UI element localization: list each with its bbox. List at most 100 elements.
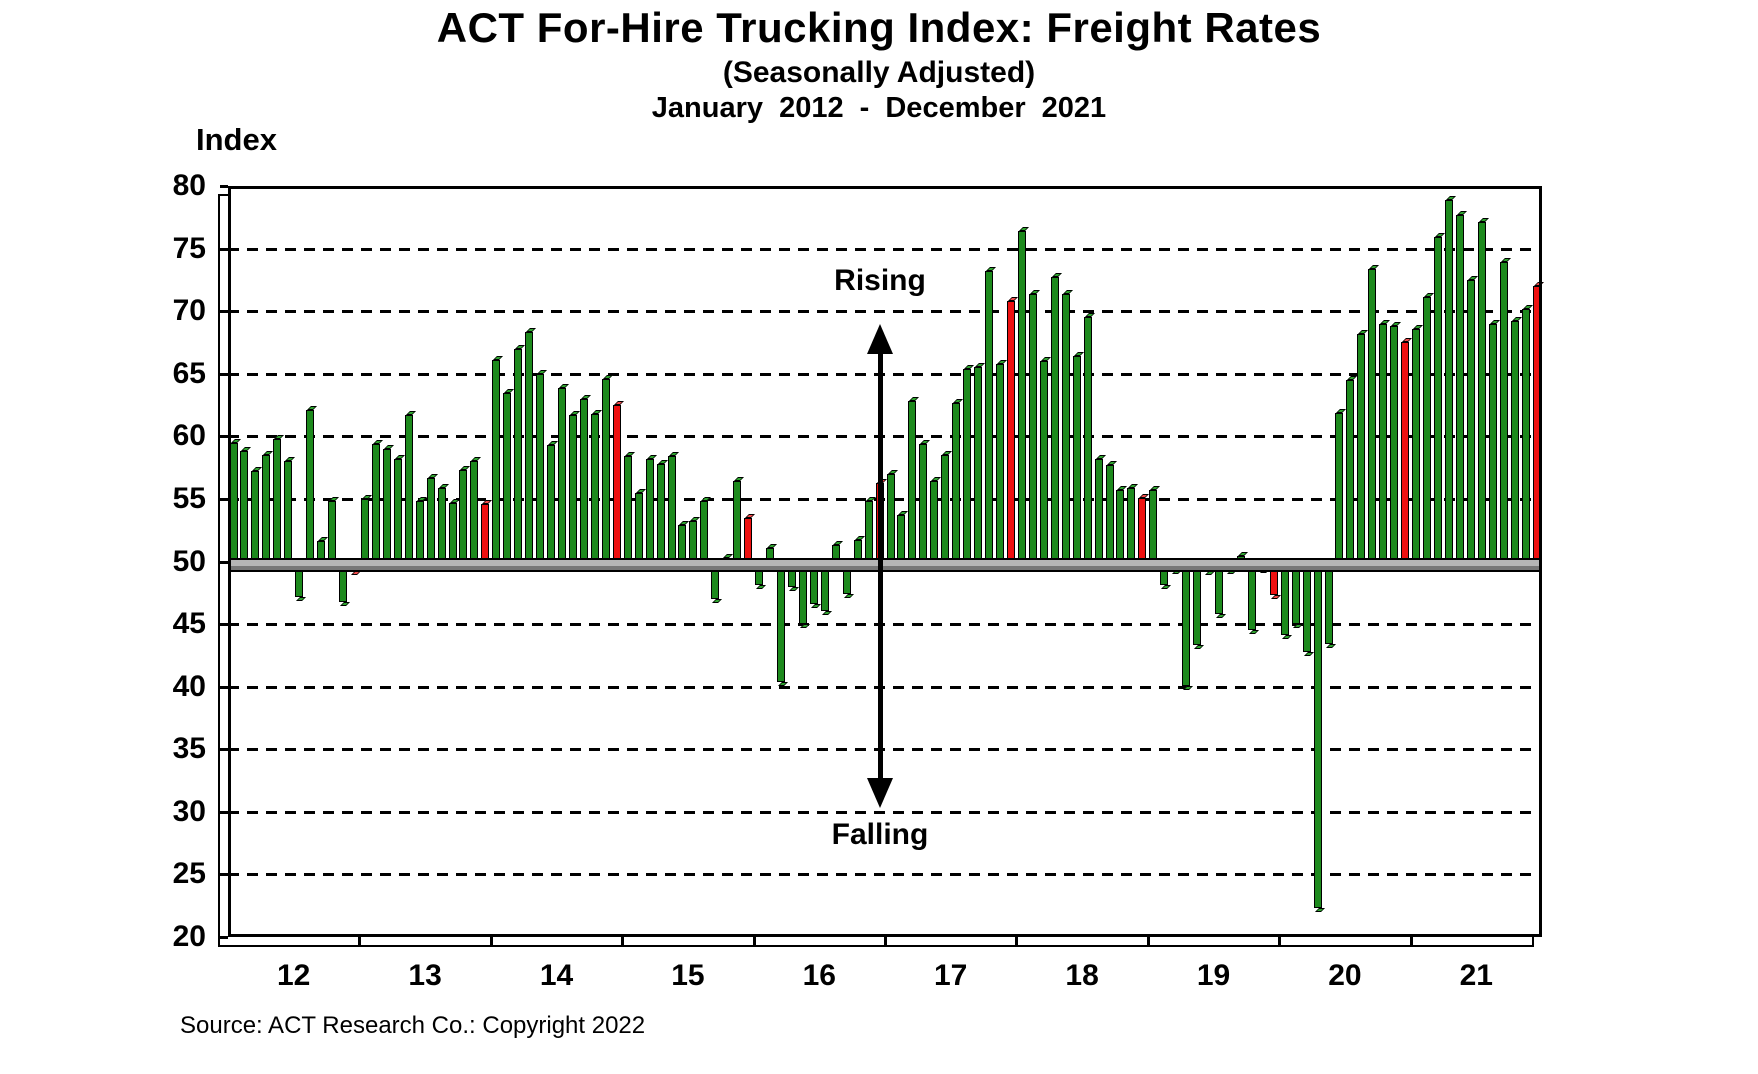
x-tick-7 bbox=[1146, 937, 1150, 945]
bar-2020-03 bbox=[1302, 563, 1314, 657]
y-tick-45 bbox=[220, 623, 228, 627]
bar-top-face bbox=[1500, 258, 1511, 263]
bar-2017-01 bbox=[886, 469, 898, 562]
bar-top-face bbox=[1467, 275, 1478, 280]
y-tick-65 bbox=[220, 372, 228, 376]
arrow-head-down-icon bbox=[867, 778, 893, 808]
bar-2016-11 bbox=[864, 497, 876, 562]
bar-2018-10 bbox=[1116, 486, 1128, 562]
bar-2012-03 bbox=[251, 467, 263, 562]
bar-top-face bbox=[1084, 313, 1095, 318]
bar-top-face bbox=[1095, 454, 1106, 459]
x-tick-2 bbox=[489, 937, 493, 945]
y-tick-label-70: 70 bbox=[172, 294, 206, 328]
bar-top-face bbox=[1402, 338, 1413, 343]
bar-top-face bbox=[230, 438, 241, 443]
bar-2017-12-red bbox=[1006, 297, 1018, 562]
bar-top-face bbox=[986, 267, 997, 272]
gridline-40 bbox=[228, 685, 1542, 689]
bar-top-face bbox=[1018, 227, 1029, 232]
bar-2013-04 bbox=[393, 454, 405, 562]
bar-2015-07 bbox=[689, 517, 701, 562]
bar-top-face bbox=[1369, 264, 1380, 269]
y-tick-80 bbox=[220, 185, 228, 188]
y-axis-title: Index bbox=[196, 122, 277, 157]
x-tick-label-16: 16 bbox=[802, 959, 836, 992]
bar-2020-06 bbox=[1335, 408, 1347, 562]
bar-2012-06 bbox=[284, 457, 296, 562]
bar-2015-06 bbox=[678, 521, 690, 562]
bar-2013-06 bbox=[415, 497, 427, 562]
bar-2020-10 bbox=[1379, 319, 1391, 562]
bar-2015-04 bbox=[656, 459, 668, 562]
bar-top-face bbox=[1106, 461, 1117, 466]
bar-top-face bbox=[1117, 486, 1128, 491]
bar-2013-02 bbox=[371, 439, 383, 562]
bar-2018-06 bbox=[1072, 352, 1084, 562]
bar-top-face bbox=[1270, 594, 1281, 599]
x-tick-label-15: 15 bbox=[671, 959, 705, 992]
chart-date-range: January 2012 - December 2021 bbox=[651, 92, 1107, 124]
bar-2012-04 bbox=[262, 451, 274, 562]
bar-2018-02 bbox=[1028, 289, 1040, 562]
x-tick-label-17: 17 bbox=[934, 959, 968, 992]
y-tick-label-80: 80 bbox=[172, 169, 206, 202]
x-tick-6 bbox=[1015, 937, 1019, 945]
bar-2021-03 bbox=[1434, 233, 1445, 562]
bar-2021-08 bbox=[1488, 319, 1500, 562]
x-tick-5 bbox=[884, 937, 887, 945]
x-tick-label-14: 14 bbox=[539, 959, 574, 992]
bar-top-face bbox=[1303, 652, 1314, 657]
bar-2014-12-red bbox=[612, 401, 624, 562]
bar-top-face bbox=[942, 451, 953, 456]
bar-top-face bbox=[1128, 483, 1139, 488]
bar-2017-10 bbox=[985, 267, 997, 562]
bar-top-face bbox=[1248, 629, 1259, 634]
bar-top-face bbox=[1456, 210, 1467, 215]
bar-top-face bbox=[613, 401, 624, 406]
gridline-55 bbox=[228, 497, 1542, 501]
baseline-floor-50 bbox=[228, 557, 1542, 572]
bar-top-face bbox=[756, 584, 767, 589]
bar-2020-12-red bbox=[1401, 338, 1413, 562]
bar-top-face bbox=[1358, 329, 1369, 334]
arrow-shaft bbox=[877, 352, 883, 780]
bar-2020-05 bbox=[1324, 563, 1336, 648]
bar-top-face bbox=[1007, 297, 1018, 302]
bar-2014-07 bbox=[558, 383, 569, 562]
x-tick-label-18: 18 bbox=[1065, 959, 1099, 992]
gridline-70 bbox=[228, 310, 1542, 314]
bar-2013-03 bbox=[382, 444, 394, 562]
bar-top-face bbox=[767, 543, 778, 548]
bar-top-face bbox=[569, 411, 580, 416]
bar-top-face bbox=[810, 603, 821, 608]
y-tick-25 bbox=[220, 873, 228, 877]
bar-top-face bbox=[296, 597, 307, 602]
left-3d-slab bbox=[218, 194, 228, 947]
arrow-head-up-icon bbox=[867, 324, 893, 354]
y-tick-55 bbox=[220, 497, 228, 501]
x-tick-label-13: 13 bbox=[408, 959, 442, 992]
bar-top-face bbox=[372, 439, 383, 444]
bar-2017-06 bbox=[941, 451, 953, 562]
bar-2012-08 bbox=[306, 406, 318, 562]
plot-bottom-wall bbox=[228, 934, 1542, 937]
bar-2013-08 bbox=[437, 483, 449, 562]
y-tick-label-40: 40 bbox=[172, 669, 206, 703]
bar-2021-05 bbox=[1455, 210, 1467, 562]
y-tick-label-75: 75 bbox=[172, 231, 206, 265]
bar-top-face bbox=[997, 359, 1007, 364]
bar-top-face bbox=[383, 444, 394, 449]
bar-top-face bbox=[482, 499, 493, 504]
x-tick-label-21: 21 bbox=[1459, 959, 1493, 992]
chart-subtitle: (Seasonally Adjusted) bbox=[722, 56, 1036, 89]
bar-2020-08 bbox=[1357, 329, 1369, 562]
bar-2017-08 bbox=[963, 364, 975, 562]
bar-top-face bbox=[712, 598, 723, 603]
bar-2013-05 bbox=[404, 411, 416, 562]
bar-top-face bbox=[1281, 634, 1292, 639]
bar-top-face bbox=[1314, 907, 1325, 912]
bar-top-face bbox=[854, 536, 865, 541]
bar-2021-07 bbox=[1477, 218, 1489, 562]
bar-top-face bbox=[394, 454, 405, 459]
